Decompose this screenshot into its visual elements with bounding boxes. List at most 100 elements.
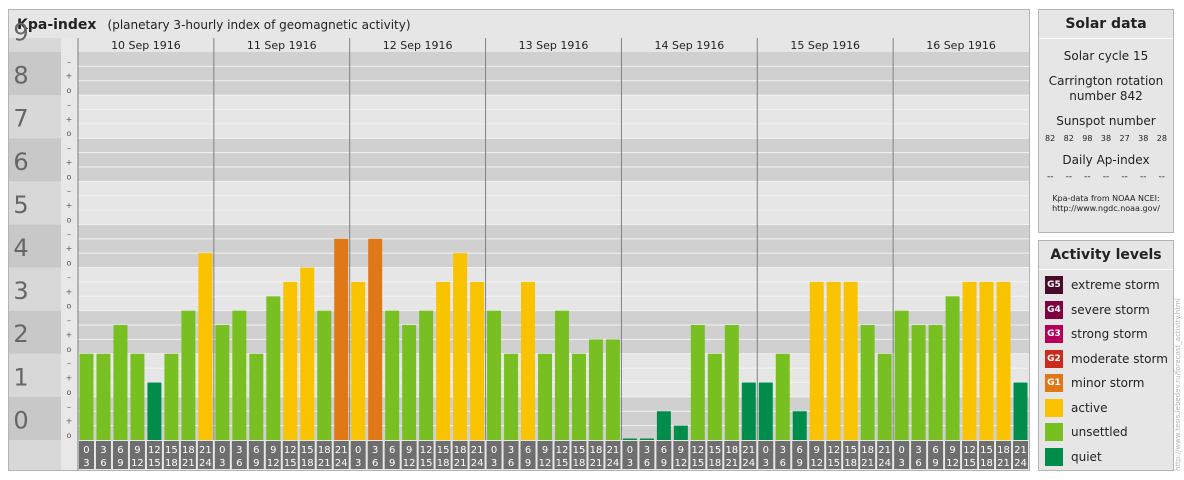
time-slot-cell bbox=[316, 441, 332, 469]
day-label: 11 Sep 1916 bbox=[247, 39, 317, 52]
time-slot-end: 18 bbox=[980, 458, 993, 469]
time-slot-end: 9 bbox=[525, 458, 531, 469]
time-slot-cell bbox=[860, 441, 876, 469]
time-slot-cell bbox=[996, 441, 1012, 469]
time-slot-cell bbox=[537, 441, 553, 469]
ap-value: -- bbox=[1047, 172, 1054, 182]
data-source-link[interactable]: http://www.ngdc.noaa.gov/ bbox=[1052, 204, 1160, 213]
y-tick-label: 1 bbox=[13, 363, 28, 391]
time-slot-cell bbox=[163, 441, 179, 469]
kp-bar bbox=[368, 238, 383, 440]
minor-mark: – bbox=[67, 187, 71, 196]
watermark-url: http://www.tesis.lebedev.ru/forecast_act… bbox=[1174, 298, 1182, 471]
kp-bar bbox=[504, 353, 519, 440]
time-slot-cell bbox=[588, 441, 604, 469]
time-slot-end: 6 bbox=[236, 458, 242, 469]
time-slot-cell bbox=[129, 441, 145, 469]
minor-mark: – bbox=[67, 359, 71, 368]
kp-bar bbox=[758, 382, 773, 440]
time-slot-cell bbox=[724, 441, 740, 469]
legend-swatch bbox=[1045, 398, 1063, 417]
time-slot-end: 15 bbox=[284, 458, 297, 469]
time-slot-start: 21 bbox=[199, 445, 212, 456]
time-slot-start: 12 bbox=[420, 445, 433, 456]
kp-bar bbox=[707, 353, 722, 440]
kp-bar bbox=[979, 281, 994, 440]
day-label: 10 Sep 1916 bbox=[111, 39, 181, 52]
carrington-line-2: number 842 bbox=[1069, 89, 1143, 103]
time-slot-end: 12 bbox=[674, 458, 687, 469]
y-tick-label: 3 bbox=[13, 277, 28, 305]
time-slot-start: 12 bbox=[148, 445, 161, 456]
kp-bar bbox=[555, 310, 569, 440]
chart-subtitle: (planetary 3-hourly index of geomagnetic… bbox=[107, 18, 411, 32]
time-slot-end: 21 bbox=[997, 458, 1010, 469]
time-slot-cell bbox=[435, 441, 451, 469]
time-slot-end: 18 bbox=[844, 458, 857, 469]
time-slot-cell bbox=[452, 441, 468, 469]
time-slot-cell bbox=[350, 441, 366, 469]
kp-bar bbox=[622, 438, 637, 440]
day-label: 14 Sep 1916 bbox=[654, 39, 724, 52]
time-slot-end: 24 bbox=[1014, 458, 1027, 469]
kp-bar bbox=[351, 281, 366, 440]
time-slot-start: 9 bbox=[949, 445, 955, 456]
time-slot-cell bbox=[928, 441, 944, 469]
legend-item: unsettled bbox=[1045, 420, 1173, 445]
time-slot-end: 9 bbox=[797, 458, 803, 469]
time-slot-cell bbox=[79, 441, 94, 469]
legend-item: G5 extreme storm bbox=[1045, 273, 1173, 298]
time-slot-end: 15 bbox=[556, 458, 569, 469]
time-slot-end: 18 bbox=[301, 458, 314, 469]
time-slot-start: 18 bbox=[182, 445, 195, 456]
time-slot-end: 24 bbox=[199, 458, 212, 469]
kp-bar bbox=[249, 353, 264, 440]
kp-bar bbox=[571, 353, 586, 440]
time-slot-cell bbox=[690, 441, 706, 469]
kp-bar bbox=[605, 339, 620, 440]
kp-band bbox=[78, 138, 1029, 182]
time-slot-cell bbox=[197, 441, 213, 469]
kp-bar bbox=[317, 310, 332, 440]
kp-bar bbox=[894, 310, 909, 440]
solar-data-heading: Solar data bbox=[1039, 10, 1173, 39]
time-slot-cell bbox=[979, 441, 995, 469]
sunspot-label: Sunspot number bbox=[1056, 114, 1156, 128]
kp-bar bbox=[113, 325, 128, 440]
minor-mark: + bbox=[66, 72, 73, 81]
kp-bar bbox=[538, 353, 552, 440]
time-slot-end: 9 bbox=[661, 458, 667, 469]
kp-bar bbox=[487, 310, 502, 440]
time-slot-start: 3 bbox=[508, 445, 514, 456]
time-slot-cell bbox=[843, 441, 859, 469]
time-slot-start: 0 bbox=[898, 445, 904, 456]
time-slot-end: 15 bbox=[691, 458, 704, 469]
kp-bar bbox=[300, 267, 315, 440]
time-slot-cell bbox=[367, 441, 383, 469]
time-slot-start: 6 bbox=[797, 445, 803, 456]
minor-mark: o bbox=[67, 215, 72, 224]
time-slot-start: 3 bbox=[644, 445, 650, 456]
time-slot-end: 9 bbox=[932, 458, 938, 469]
kp-bar bbox=[843, 281, 858, 440]
legend-item: G2 moderate storm bbox=[1045, 347, 1173, 372]
legend-swatch: G5 bbox=[1045, 276, 1063, 295]
data-source: Kpa-data from NOAA NCEI: http://www.ngdc… bbox=[1039, 194, 1173, 214]
time-slot-start: 15 bbox=[301, 445, 314, 456]
time-slot-cell bbox=[894, 441, 910, 469]
time-slot-cell bbox=[486, 441, 502, 469]
kp-bar bbox=[928, 325, 943, 440]
time-slot-start: 9 bbox=[270, 445, 276, 456]
kp-bar bbox=[283, 281, 298, 440]
kp-bar bbox=[164, 353, 179, 440]
time-slot-cell bbox=[877, 441, 893, 469]
minor-mark: + bbox=[66, 115, 73, 124]
time-slot-cell bbox=[299, 441, 315, 469]
kp-bar bbox=[215, 325, 230, 440]
legend-label: severe storm bbox=[1071, 302, 1150, 317]
time-slot-cell bbox=[962, 441, 978, 469]
legend-label: minor storm bbox=[1071, 376, 1145, 391]
time-slot-start: 3 bbox=[100, 445, 106, 456]
sunspot-value: 38 bbox=[1100, 134, 1112, 143]
y-tick-label: 8 bbox=[13, 62, 28, 90]
